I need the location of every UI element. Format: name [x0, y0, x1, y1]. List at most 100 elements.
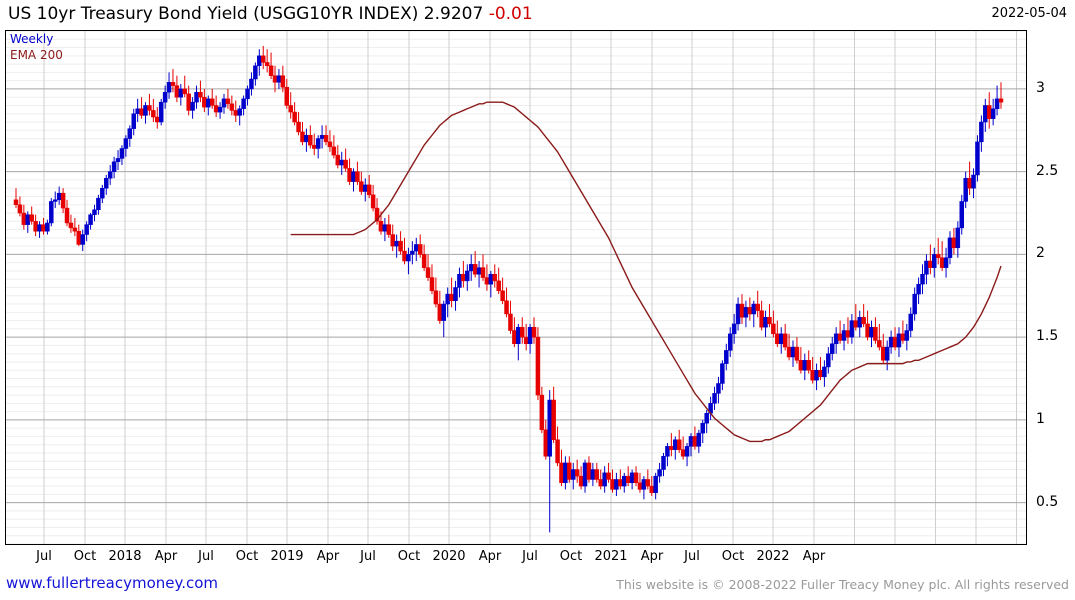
candle-body	[410, 250, 415, 255]
candle-body	[68, 222, 74, 229]
candle-body	[637, 482, 643, 490]
candle-body	[390, 234, 395, 247]
candle-body	[998, 98, 1004, 103]
candle-body	[861, 317, 866, 325]
candle-body	[80, 234, 85, 245]
candle-body	[147, 105, 152, 111]
candle-body	[943, 257, 949, 268]
candle-body	[955, 227, 961, 249]
candle-body	[535, 336, 541, 396]
candle-body	[767, 317, 772, 325]
candle-body	[272, 75, 278, 83]
candle-body	[245, 88, 250, 100]
candle-body	[920, 274, 925, 285]
candle-body	[92, 209, 97, 215]
candle-body	[131, 113, 136, 129]
candle-body	[437, 303, 443, 321]
candle-body	[468, 264, 474, 272]
candle-body	[351, 171, 356, 182]
candle-body	[308, 135, 313, 146]
grid-minor-horizontal	[6, 31, 1026, 544]
candle-body	[735, 303, 741, 325]
candle-body	[52, 199, 58, 202]
candle-body	[610, 479, 615, 490]
candle-body	[425, 267, 431, 278]
candle-body	[41, 224, 46, 232]
x-tick-label: Oct	[235, 549, 259, 564]
candle-body	[516, 326, 521, 345]
candle-body	[676, 439, 682, 450]
site-url[interactable]: www.fullertreacymoney.com	[6, 574, 219, 592]
candle-body	[669, 446, 674, 450]
candle-body	[127, 128, 133, 139]
candle-body	[206, 98, 211, 108]
y-tick-label: 2.5	[1036, 162, 1059, 179]
candle-body	[512, 330, 517, 345]
candle-body	[724, 350, 729, 364]
candle-body	[892, 336, 898, 348]
candle-body	[622, 475, 627, 487]
candle-body	[492, 274, 498, 282]
candle-body	[916, 283, 921, 295]
candle-body	[743, 307, 749, 318]
candle-body	[158, 101, 164, 123]
candle-body	[500, 290, 505, 301]
x-tick-label: Jul	[198, 549, 214, 564]
chart-plot-area[interactable]	[5, 30, 1027, 545]
candle-body	[563, 462, 568, 484]
x-tick-label: Apr	[802, 549, 826, 564]
candle-body	[72, 227, 78, 232]
candle-body	[912, 293, 917, 315]
x-tick-label: Apr	[316, 549, 340, 564]
candle-body	[335, 154, 341, 166]
candle-body	[582, 462, 588, 487]
candle-body	[731, 323, 737, 335]
candle-body	[951, 237, 957, 249]
candle-body	[939, 257, 945, 268]
candle-body	[119, 148, 125, 159]
x-tick-label: Oct	[73, 549, 97, 564]
x-tick-label: Jul	[360, 549, 376, 564]
candle-body	[429, 277, 435, 292]
candle-body	[331, 146, 337, 156]
candle-body	[578, 475, 584, 487]
candle-body	[559, 462, 564, 484]
candle-body	[45, 222, 50, 232]
candle-body	[983, 105, 988, 123]
candle-body	[586, 462, 592, 480]
candle-body	[692, 436, 698, 447]
candle-body	[441, 303, 446, 321]
candle-body	[198, 91, 203, 98]
y-tick-label: 0.5	[1036, 493, 1059, 510]
candle-body	[449, 293, 454, 301]
candle-body	[802, 360, 808, 371]
x-tick-label: Apr	[154, 549, 178, 564]
candle-body	[402, 250, 407, 262]
x-tick-label: Jul	[522, 549, 538, 564]
y-tick-label: 3	[1036, 79, 1045, 96]
candle-body	[378, 221, 384, 232]
candle-body	[288, 105, 293, 113]
candle-body	[649, 485, 654, 493]
quote-date: 2022-05-04	[991, 6, 1067, 21]
candle-body	[190, 101, 195, 111]
candle-body	[543, 429, 549, 457]
x-tick-label: 2021	[594, 549, 628, 564]
candle-body	[504, 300, 509, 315]
candle-body	[174, 85, 180, 98]
candle-body	[814, 369, 819, 381]
candle-body	[84, 224, 89, 235]
candle-body	[213, 105, 219, 113]
candle-body	[790, 346, 796, 358]
candle-body	[739, 303, 745, 318]
candle-body	[327, 141, 333, 148]
candle-body	[488, 274, 494, 285]
x-tick-label: Oct	[397, 549, 421, 564]
candle-body	[76, 230, 82, 245]
candle-body	[527, 326, 533, 345]
candle-body	[700, 422, 706, 434]
candle-body	[680, 449, 686, 457]
candle-body	[457, 274, 462, 288]
candle-body	[25, 214, 31, 225]
candle-body	[194, 91, 199, 103]
